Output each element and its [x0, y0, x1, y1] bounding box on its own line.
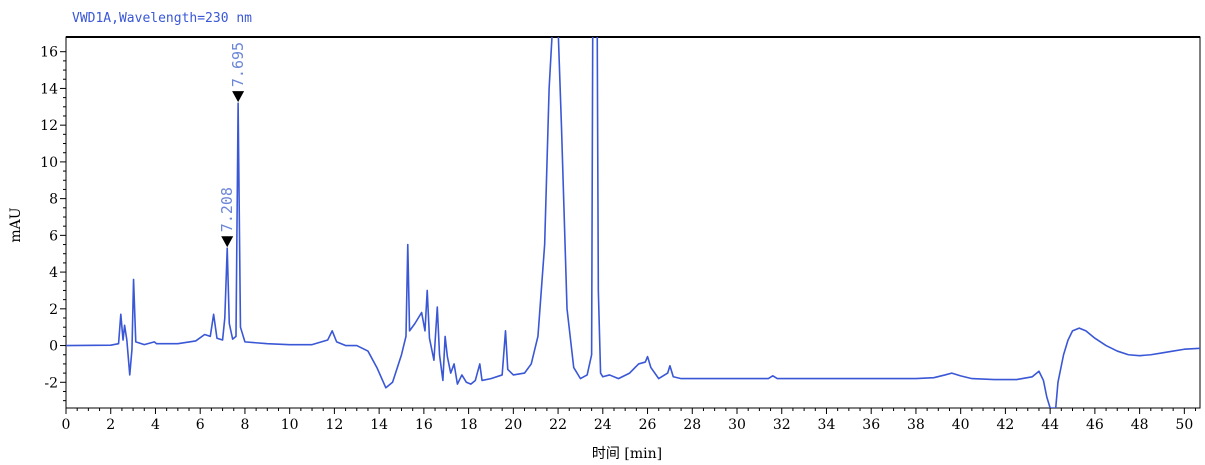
x-tick-label: 32	[773, 417, 791, 433]
peak-marker	[221, 236, 234, 248]
x-tick-label: 44	[1041, 417, 1059, 433]
x-tick-label: 0	[62, 417, 71, 433]
x-tick-label: 28	[683, 417, 701, 433]
x-tick-label: 22	[549, 417, 567, 433]
y-axis-label-group: mAU	[8, 207, 24, 242]
x-tick-label: 46	[1086, 417, 1104, 433]
peak-label: 7.208	[218, 187, 236, 232]
x-tick-label: 12	[325, 417, 343, 433]
y-tick-label: 10	[40, 155, 58, 171]
y-tick-label: 2	[49, 302, 58, 318]
y-tick-label: 8	[49, 192, 58, 208]
plot-area: 0 2 4 6 8 10 12 14 16 18 20 22 24 26 28 30 32 34 36 38 40 42 4…	[40, 36, 1201, 433]
y-tick-label: 16	[40, 45, 58, 61]
x-tick-label: 42	[996, 417, 1014, 433]
y-tick-label: 14	[40, 81, 58, 97]
x-tick-label: 2	[106, 417, 115, 433]
peak-marker	[232, 91, 245, 103]
x-tick-label: 26	[639, 417, 657, 433]
y-tick-label: 4	[49, 265, 58, 281]
y-tick-label: -2	[44, 375, 58, 391]
x-tick-label: 24	[594, 417, 612, 433]
peak-label: 7.695	[229, 42, 247, 87]
x-tick-label: 50	[1175, 417, 1193, 433]
x-tick-label: 4	[151, 417, 160, 433]
x-tick-label: 6	[196, 417, 205, 433]
x-tick-label: 34	[818, 417, 836, 433]
x-tick-label: 36	[862, 417, 880, 433]
chromatogram-trace	[66, 37, 1200, 408]
x-tick-label: 20	[504, 417, 522, 433]
x-tick-label: 48	[1131, 417, 1149, 433]
y-axis-label: mAU	[8, 207, 24, 242]
chart-title: VWD1A,Wavelength=230 nm	[72, 11, 252, 26]
x-tick-label: 18	[460, 417, 478, 433]
x-tick-label: 16	[415, 417, 433, 433]
x-tick-label: 8	[240, 417, 249, 433]
x-tick-label: 38	[907, 417, 925, 433]
x-axis-label: 时间 [min]	[592, 446, 662, 462]
y-tick-label: 6	[49, 228, 58, 244]
x-tick-label: 14	[370, 417, 388, 433]
y-tick-label: 12	[40, 118, 58, 134]
x-tick-label: 10	[281, 417, 299, 433]
x-tick-label: 30	[728, 417, 746, 433]
x-tick-label: 40	[952, 417, 970, 433]
y-tick-label: 0	[49, 339, 58, 355]
